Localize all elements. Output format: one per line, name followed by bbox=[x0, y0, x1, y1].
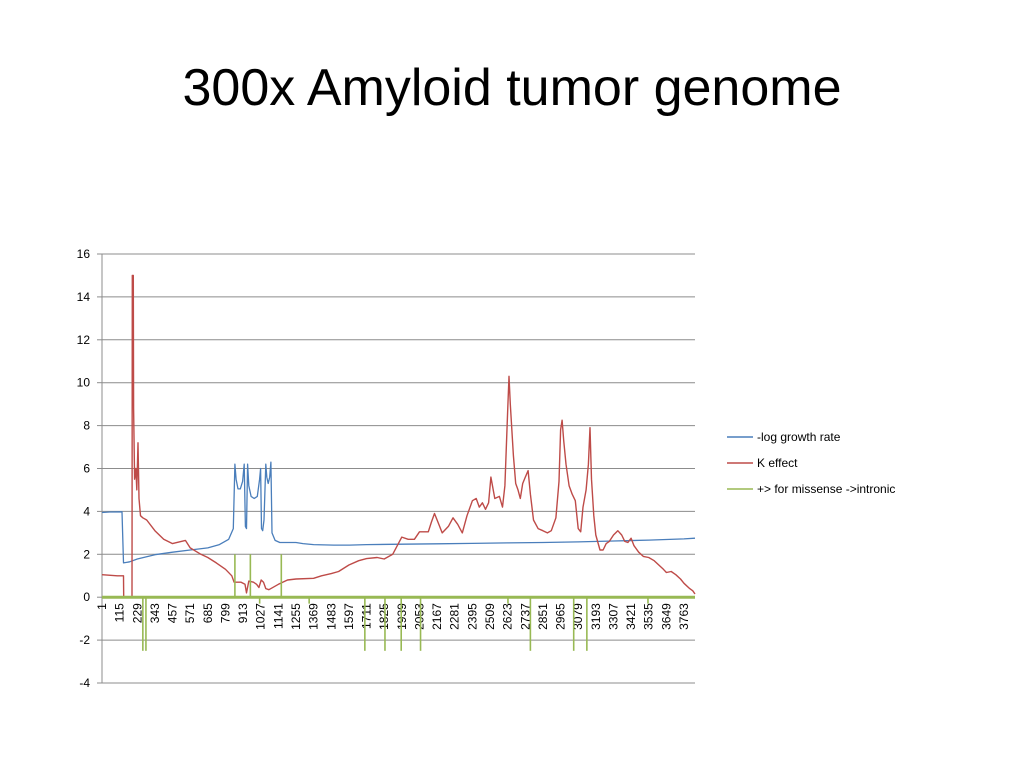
x-tick-label: 2623 bbox=[501, 603, 515, 630]
y-tick-label: 10 bbox=[77, 376, 91, 390]
x-tick-label: 2281 bbox=[448, 603, 462, 630]
x-tick-label: 2395 bbox=[465, 603, 479, 630]
x-tick-label: 2965 bbox=[554, 603, 568, 630]
y-tick-label: 14 bbox=[77, 290, 91, 304]
x-tick-label: 115 bbox=[113, 603, 127, 622]
x-tick-label: 1255 bbox=[289, 603, 303, 630]
x-tick-label: 2167 bbox=[430, 603, 444, 630]
x-tick-label: 1369 bbox=[307, 603, 321, 630]
x-tick-label: 3763 bbox=[677, 603, 691, 630]
y-tick-label: 0 bbox=[83, 590, 90, 604]
y-tick-label: 2 bbox=[83, 547, 90, 561]
x-tick-label: 3649 bbox=[659, 603, 673, 630]
legend: -log growth rate K effect +> for missense … bbox=[727, 430, 895, 496]
x-tick-label: 2737 bbox=[518, 603, 532, 630]
x-tick-label: 1711 bbox=[360, 603, 374, 629]
x-tick-label: 2509 bbox=[483, 603, 497, 630]
x-tick-label: 1141 bbox=[271, 603, 285, 629]
x-tick-label: 1 bbox=[95, 603, 109, 610]
series-line-1 bbox=[101, 461, 696, 564]
x-tick-label: 457 bbox=[166, 603, 180, 623]
x-tick-label: 913 bbox=[236, 603, 250, 623]
legend-label: K effect bbox=[757, 456, 798, 470]
x-tick-label: 2053 bbox=[412, 603, 426, 630]
y-tick-label: 4 bbox=[83, 504, 90, 518]
x-tick-label: 3421 bbox=[624, 603, 638, 630]
x-tick-label: 1027 bbox=[254, 603, 268, 630]
x-tick-label: 343 bbox=[148, 603, 162, 623]
x-tick-label: 571 bbox=[183, 603, 197, 623]
y-tick-label: 16 bbox=[77, 247, 91, 261]
x-tick-label: 3193 bbox=[589, 603, 603, 630]
y-tick-label: -4 bbox=[79, 676, 90, 690]
y-tick-label: 8 bbox=[83, 419, 90, 433]
y-tick-label: -2 bbox=[79, 633, 90, 647]
x-tick-label: 1597 bbox=[342, 603, 356, 630]
x-tick-label: 685 bbox=[201, 603, 215, 623]
x-tick-label: 799 bbox=[218, 603, 232, 623]
y-tick-labels: -4 -2 0 2 4 6 8 10 12 14 16 bbox=[77, 247, 91, 690]
x-tick-labels: 1 115 229 343 457 571 685 799 913 1027 1141 1255 136… bbox=[95, 603, 691, 630]
y-tick-label: 12 bbox=[77, 333, 91, 347]
series-line-2 bbox=[101, 274, 696, 598]
x-tick-label: 2851 bbox=[536, 603, 550, 630]
slide-title: 300x Amyloid tumor genome bbox=[182, 59, 842, 117]
x-tick-label: 229 bbox=[130, 603, 144, 623]
x-tick-label: 3079 bbox=[571, 603, 585, 630]
legend-label: -log growth rate bbox=[757, 430, 841, 444]
y-tick-label: 6 bbox=[83, 462, 90, 476]
x-tick-label: 3535 bbox=[642, 603, 656, 630]
x-tick-label: 1483 bbox=[324, 603, 338, 630]
series-layer bbox=[101, 274, 696, 651]
x-tick-label: 3307 bbox=[606, 603, 620, 630]
legend-label: +> for missense ->intronic bbox=[757, 482, 895, 496]
